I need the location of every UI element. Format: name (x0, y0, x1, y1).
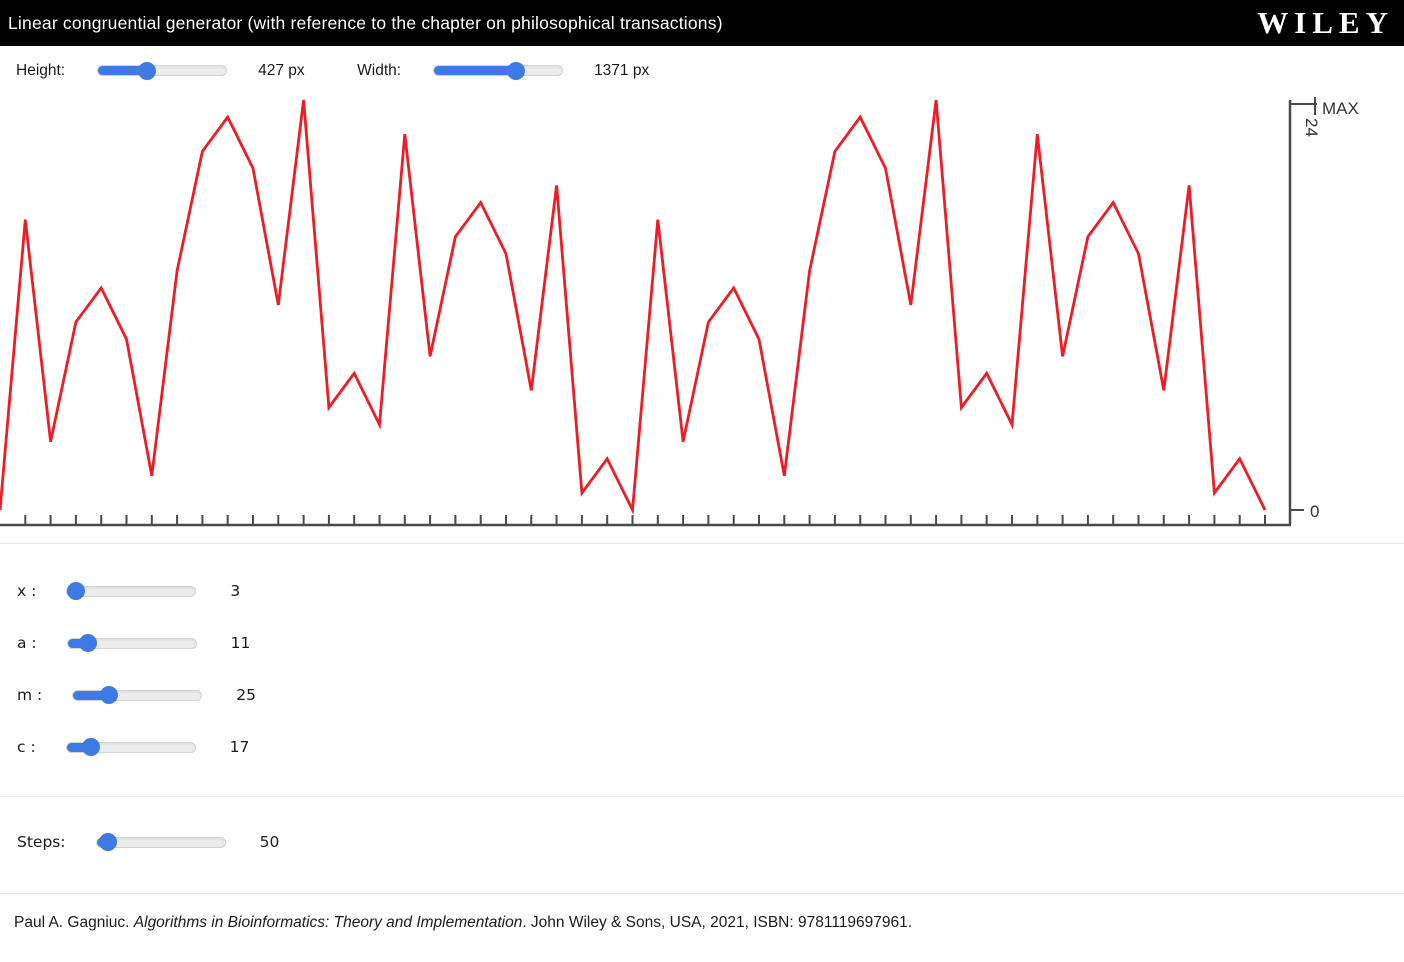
a-slider-fill (67, 638, 89, 648)
width-slider[interactable] (433, 61, 564, 80)
m-label: m : (17, 686, 43, 704)
a-value: 11 (230, 634, 251, 652)
size-controls: Height: 427 px Width: 1371 px (0, 46, 1404, 95)
lcg-line (0, 99, 1267, 516)
c-slider-fill (66, 742, 91, 752)
a-slider-thumb[interactable] (79, 634, 98, 652)
width-label: Width: (357, 61, 402, 79)
m-slider[interactable] (72, 686, 203, 704)
page-title: Linear congruential generator (with refe… (8, 12, 723, 33)
axis-label-0: 0 (1310, 502, 1319, 521)
steps-label: Steps: (17, 833, 66, 851)
lcg-chart: MAX 24 0 (0, 97, 1359, 527)
x-row: x : 3 (0, 565, 1404, 617)
x-label: x : (17, 582, 37, 600)
chart-axes (0, 97, 1317, 527)
c-slider[interactable] (65, 738, 196, 756)
x-slider-thumb[interactable] (67, 582, 86, 600)
divider-3 (0, 893, 1404, 894)
m-value: 25 (236, 686, 256, 704)
steps-value: 50 (259, 833, 280, 851)
steps-slider[interactable] (95, 833, 226, 851)
height-slider[interactable] (97, 61, 228, 80)
divider-2 (0, 796, 1404, 797)
height-label: Height: (16, 61, 66, 79)
a-row: a : 11 (0, 617, 1404, 669)
height-slider-thumb[interactable] (137, 61, 156, 80)
x-value: 3 (230, 582, 241, 600)
citation-publisher: . John Wiley & Sons, USA, 2021, ISBN: 97… (522, 914, 913, 931)
steps-control: Steps: 50 (0, 797, 1404, 893)
c-value: 17 (229, 738, 250, 756)
chart-section: MAX 24 0 (0, 95, 1404, 543)
header: Linear congruential generator (with refe… (0, 0, 1404, 46)
a-slider[interactable] (66, 634, 197, 652)
m-row: m : 25 (0, 669, 1404, 721)
wiley-logo: WILEY (1257, 5, 1394, 40)
c-label: c : (17, 738, 36, 756)
steps-slider-thumb[interactable] (99, 833, 118, 851)
width-slider-thumb[interactable] (506, 61, 525, 80)
divider-1 (0, 543, 1404, 544)
m-slider-thumb[interactable] (100, 686, 119, 704)
citation-book-title: Algorithms in Bioinformatics: Theory and… (133, 914, 523, 931)
c-row: c : 17 (0, 721, 1404, 773)
c-slider-thumb[interactable] (81, 738, 100, 756)
axis-label-24: 24 (1302, 118, 1321, 137)
param-controls: x : 3 a : 11 m : 25 c : 17 (0, 544, 1404, 796)
m-slider-fill (73, 690, 110, 700)
citation: Paul A. Gagniuc. Algorithms in Bioinform… (0, 894, 1404, 932)
height-slider-fill (98, 66, 147, 75)
axis-label-max: MAX (1322, 99, 1359, 118)
x-slider[interactable] (66, 582, 197, 600)
steps-row: Steps: 50 (0, 816, 1404, 868)
height-value: 427 px (258, 61, 305, 79)
citation-author: Paul A. Gagniuc. (14, 914, 134, 931)
width-slider-fill (434, 66, 516, 75)
width-value: 1371 px (594, 61, 650, 79)
a-label: a : (17, 634, 37, 652)
